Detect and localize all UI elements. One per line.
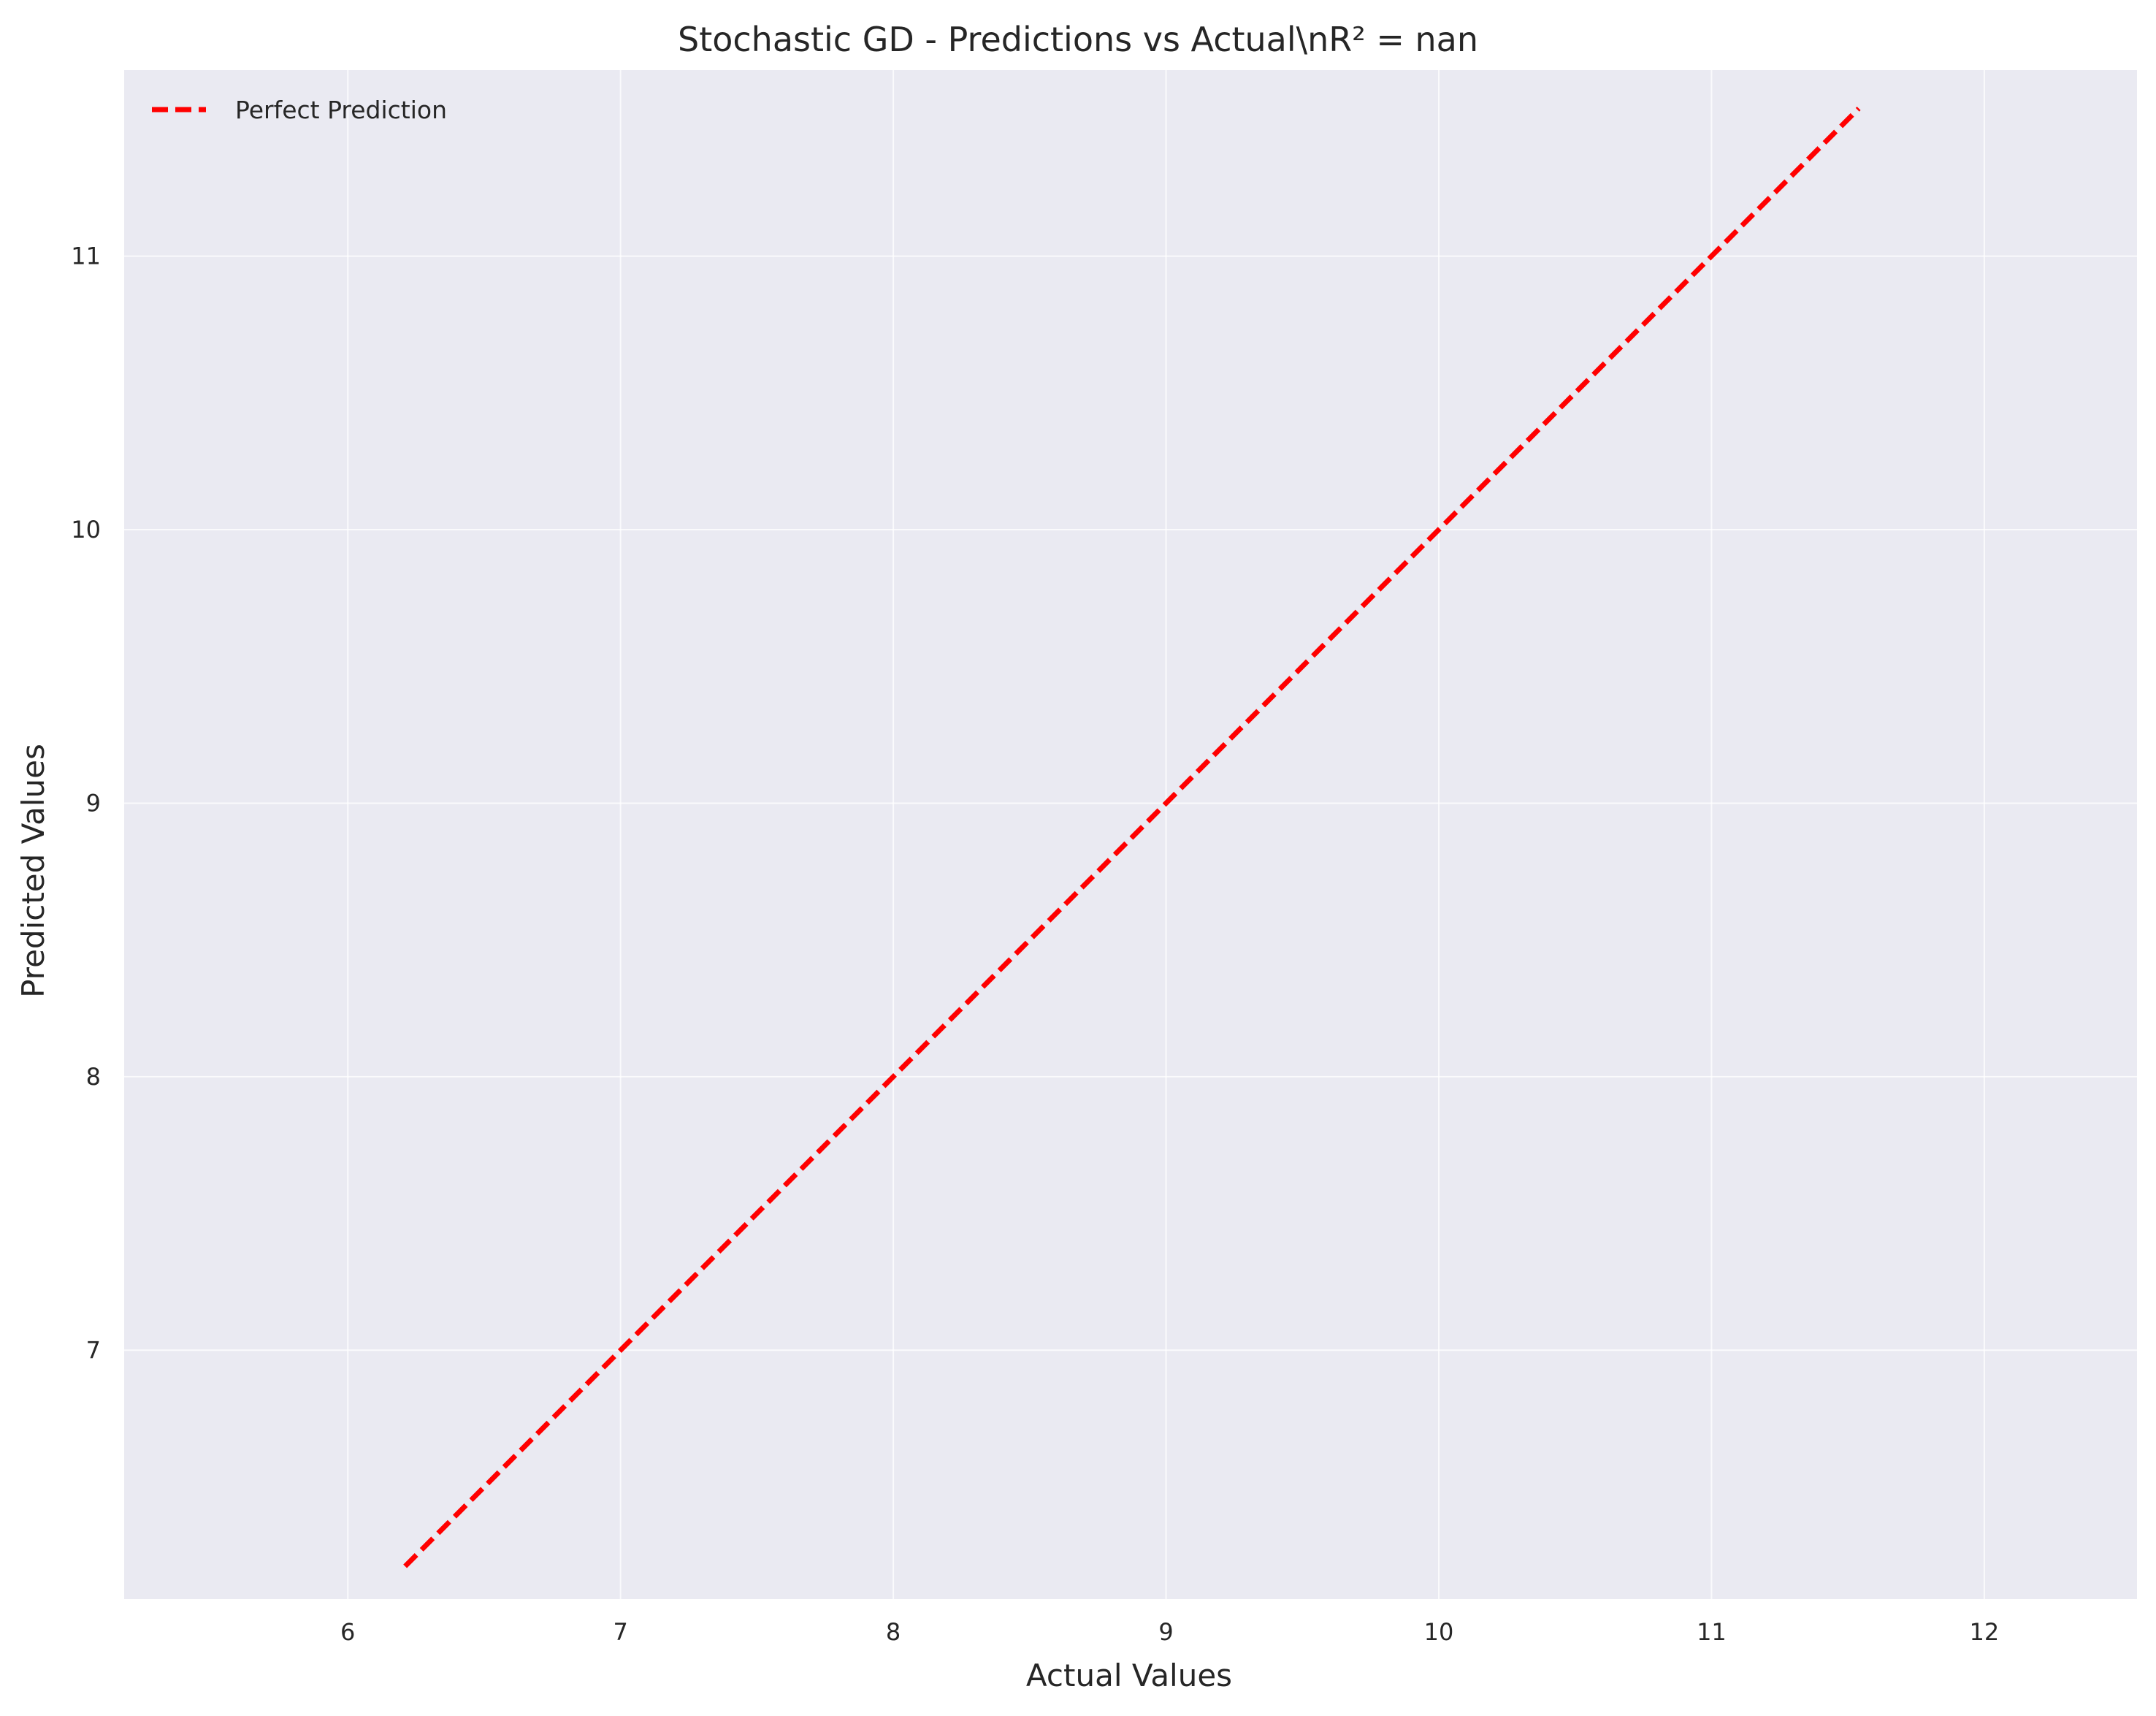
y-tick-label-9: 9: [86, 789, 101, 817]
y-axis-ticks: 7 8 9 10 11: [71, 243, 101, 1365]
x-tick-label-10: 10: [1424, 1618, 1454, 1646]
x-tick-label-12: 12: [1970, 1618, 2000, 1646]
y-tick-label-8: 8: [86, 1063, 101, 1091]
x-tick-label-11: 11: [1697, 1618, 1727, 1646]
y-axis-label: Predicted Values: [15, 744, 51, 998]
legend-label-perfect-prediction: Perfect Prediction: [235, 96, 447, 124]
x-tick-label-9: 9: [1158, 1618, 1173, 1646]
x-axis-label: Actual Values: [1026, 1658, 1232, 1693]
y-tick-label-11: 11: [71, 243, 101, 270]
y-tick-label-7: 7: [86, 1336, 101, 1364]
x-axis-ticks: 6 7 8 9 10 11 12: [340, 1618, 1999, 1646]
x-tick-label-7: 7: [613, 1618, 627, 1646]
x-tick-label-6: 6: [340, 1618, 355, 1646]
grid-lines: [124, 70, 2137, 1599]
series-line-perfect-prediction: [403, 106, 1861, 1568]
chart-title: Stochastic GD - Predictions vs Actual\nR…: [678, 20, 1478, 59]
plot-area: [124, 70, 2137, 1599]
x-tick-label-8: 8: [886, 1618, 901, 1646]
series-layer: [403, 106, 1861, 1568]
y-tick-label-10: 10: [71, 516, 101, 544]
legend: Perfect Prediction: [152, 96, 447, 124]
